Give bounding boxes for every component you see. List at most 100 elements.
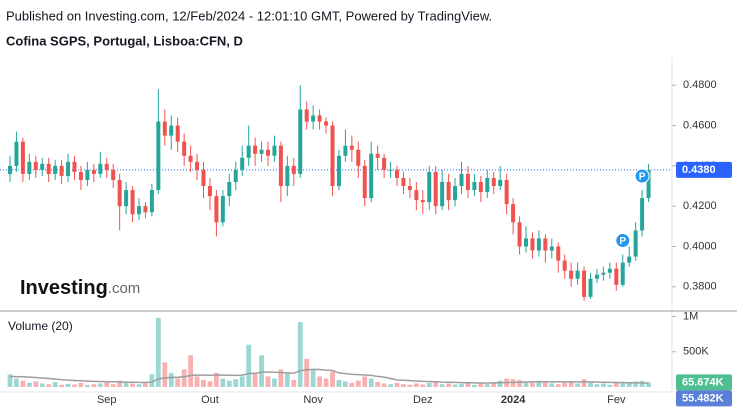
volume-bar [394, 382, 400, 387]
candle-body [195, 161, 200, 170]
candle-body [536, 238, 541, 251]
candle-body [640, 198, 645, 231]
volume-bar [388, 384, 393, 387]
volume-bar [220, 378, 226, 387]
y-tick-label: 0.4600 [683, 119, 717, 131]
volume-bar [233, 379, 239, 387]
x-tick-label: 2024 [501, 394, 526, 406]
candle-body [459, 173, 464, 187]
marker [634, 168, 650, 184]
volume-bar [259, 355, 264, 387]
candle-body [188, 155, 193, 162]
volume-bar [549, 383, 555, 387]
candle-body [98, 163, 103, 174]
candle-body [575, 270, 580, 279]
volume-bar [601, 383, 606, 387]
candle-body [143, 206, 148, 213]
marker-label: P [639, 172, 646, 183]
candle-body [156, 121, 161, 191]
volume-bar [323, 378, 329, 387]
candle-body [395, 169, 399, 178]
candle-body [124, 190, 129, 207]
candle-body [311, 115, 316, 122]
candle-body [246, 145, 251, 158]
volume-bar [291, 379, 297, 387]
volume-bar [575, 383, 580, 387]
y-tick-label: 0.3800 [683, 281, 717, 293]
candle-body [627, 256, 632, 263]
candle-body [214, 196, 219, 223]
candle-body [446, 181, 451, 201]
volume-bar [343, 381, 348, 387]
volume-bar [97, 383, 103, 387]
volume-bar [626, 382, 632, 387]
candle-body [298, 109, 303, 174]
volume-bar [284, 372, 290, 387]
candle-body [59, 165, 64, 176]
volume-bar [20, 380, 26, 387]
volume-bar [510, 379, 516, 387]
watermark-suffix: .com [108, 280, 141, 297]
candle-body [498, 179, 503, 187]
candle-body [53, 165, 58, 174]
volume-bar [14, 378, 19, 387]
volume-bar [162, 362, 168, 387]
volume-bar [214, 372, 219, 387]
candle-body [336, 155, 341, 187]
last-price-tag-bg [676, 161, 732, 178]
candle-body [594, 274, 599, 279]
candle-body [278, 145, 283, 187]
volume-bar [175, 378, 181, 387]
candle-body [117, 179, 122, 207]
volume-bar [104, 381, 110, 387]
candle-body [485, 177, 490, 193]
volume-bar [355, 380, 361, 387]
candle-body [517, 222, 522, 247]
volume-bar [530, 382, 535, 387]
volume-bar [349, 382, 355, 387]
candle-body [330, 125, 335, 187]
candle-body [72, 161, 77, 172]
candle-body [549, 246, 554, 251]
volume-bar [246, 344, 252, 387]
watermark-name: Investing [20, 277, 108, 299]
volume-bar [26, 382, 32, 387]
candle-body [582, 270, 587, 297]
volume-tick-label: 1M [683, 310, 698, 322]
candle-body [601, 272, 606, 275]
candle-body [478, 181, 483, 193]
volume-bar [272, 378, 277, 387]
x-tick-label: Out [201, 394, 219, 406]
volume-bar [562, 382, 568, 387]
candle-body [440, 181, 445, 207]
volume-bar [330, 371, 335, 387]
volume-bar [168, 372, 174, 387]
volume-bar [46, 384, 52, 387]
volume-bar [620, 383, 626, 387]
volume-bar [149, 374, 155, 387]
volume-bar [426, 382, 432, 387]
volume-bar [194, 376, 200, 387]
volume-bar [78, 382, 84, 387]
volume-bar [439, 384, 445, 387]
candle-body [407, 186, 412, 191]
candle-body [285, 165, 290, 187]
candle-body [85, 169, 90, 180]
candle-body [201, 169, 206, 187]
volume-bar [607, 384, 613, 387]
volume-bar [452, 384, 458, 387]
candle-body [14, 141, 19, 166]
volume-bar [536, 380, 542, 387]
candle-body [78, 171, 83, 180]
volume-bar [555, 384, 561, 387]
last-volume-ma-tag-bg [676, 390, 732, 407]
candle-body [420, 200, 425, 203]
volume-bar [459, 383, 464, 387]
volume-bar [130, 383, 135, 387]
last-volume-tag: 65.674K [682, 376, 724, 388]
candle-body [317, 115, 322, 122]
x-tick-label: Fev [607, 394, 626, 406]
candle-body [472, 181, 477, 191]
candle-body [569, 270, 574, 279]
